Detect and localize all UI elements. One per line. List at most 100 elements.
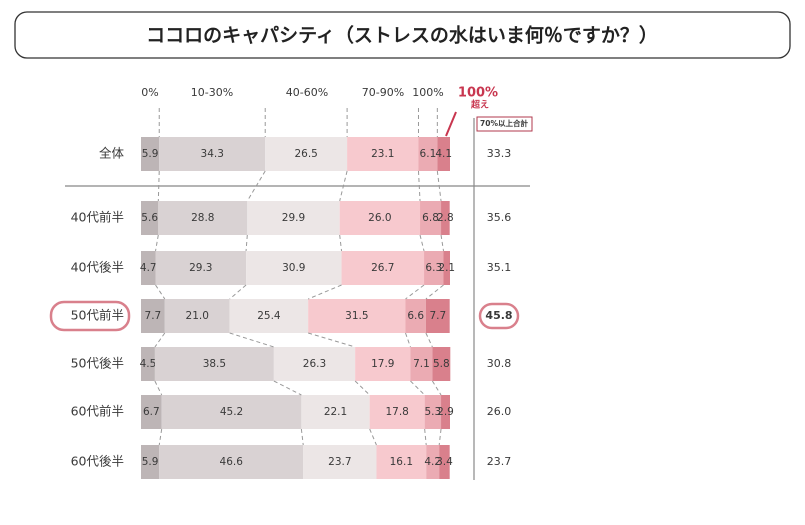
value-label: 26.7 (371, 262, 394, 274)
value-label: 6.8 (422, 212, 439, 224)
total-label: 33.3 (487, 147, 512, 160)
bar-segment (247, 201, 340, 235)
value-label: 21.0 (186, 310, 209, 322)
bar-segment (426, 445, 440, 479)
value-label: 4.7 (140, 262, 157, 274)
value-label: 23.7 (328, 456, 351, 468)
callout-line (445, 111, 457, 137)
category-label: 全体 (99, 146, 125, 161)
connector (436, 170, 442, 202)
value-label: 5.8 (433, 358, 450, 370)
legend-label: 100% (458, 86, 498, 101)
total-label: 26.0 (487, 405, 512, 418)
connector (157, 170, 160, 202)
highlight-box (49, 300, 131, 332)
value-label: 30.9 (282, 262, 305, 274)
bar-segment (420, 201, 442, 235)
bar-segment (141, 299, 165, 333)
value-label: 26.3 (303, 358, 326, 370)
bar-segment (155, 251, 247, 285)
legend-label: 10-30% (191, 86, 233, 99)
connector (229, 332, 275, 348)
legend-label: 100% (412, 86, 443, 99)
value-label: 4.2 (424, 456, 441, 468)
value-label: 38.5 (203, 358, 226, 370)
category-label: 40代前半 (71, 210, 124, 225)
bar-segment (424, 251, 444, 285)
connector (308, 332, 356, 348)
connector (410, 380, 426, 396)
bar-segment (303, 445, 377, 479)
connector (339, 170, 348, 202)
bar-segment (141, 251, 156, 285)
value-label: 5.9 (142, 456, 159, 468)
legend-label: 40-60% (286, 86, 328, 99)
value-label: 6.6 (407, 310, 424, 322)
bar-segment (273, 347, 356, 381)
value-label: 7.7 (429, 310, 446, 322)
connector (246, 170, 266, 202)
bar-segment (341, 251, 425, 285)
totals-header-box (476, 116, 533, 132)
connector (155, 234, 159, 252)
total-label: 30.8 (487, 357, 512, 370)
value-label: 4.1 (435, 148, 452, 160)
connector (307, 284, 342, 300)
value-label: 26.5 (294, 148, 317, 160)
category-label: 50代前半 (71, 308, 124, 323)
legend-sublabel: 超え (470, 99, 489, 111)
bar-segment (432, 347, 451, 381)
bar-segment (376, 445, 427, 479)
category-label: 60代後半 (71, 454, 124, 469)
value-label: 46.6 (220, 456, 244, 468)
bar-segment (424, 395, 442, 429)
bar-segment (141, 395, 162, 429)
connector (369, 428, 377, 446)
bar-segment (441, 201, 450, 235)
value-label: 5.9 (142, 148, 159, 160)
connector (154, 332, 166, 348)
category-label: 40代後半 (71, 260, 124, 275)
category-label: 50代後半 (71, 356, 124, 371)
value-label: 16.1 (390, 456, 413, 468)
value-label: 34.3 (201, 148, 224, 160)
bar-segment (164, 299, 230, 333)
bar-segment (439, 445, 450, 479)
connector (440, 234, 445, 252)
value-label: 17.9 (371, 358, 394, 370)
category-label: 60代前半 (71, 404, 124, 419)
connector (154, 380, 163, 396)
bar-segment (159, 445, 304, 479)
value-label: 6.3 (425, 262, 442, 274)
bar-segment (141, 137, 160, 171)
value-label: 3.4 (436, 456, 453, 468)
connector (229, 284, 247, 300)
value-label: 7.7 (145, 310, 162, 322)
value-label: 23.1 (371, 148, 394, 160)
totals-header: 70%以上合計 (480, 118, 528, 128)
connector (438, 428, 442, 446)
bar-segment (141, 347, 155, 381)
value-label: 2.1 (438, 262, 455, 274)
connector (425, 332, 433, 348)
value-label: 28.8 (191, 212, 214, 224)
bar-segment (355, 347, 411, 381)
value-label: 5.6 (141, 212, 158, 224)
value-label: 5.3 (424, 406, 441, 418)
bar-segment (308, 299, 406, 333)
connector (158, 428, 163, 446)
connector (273, 380, 302, 396)
connector (425, 284, 444, 300)
connector (300, 428, 304, 446)
connector (354, 380, 371, 396)
bar-segment (229, 299, 309, 333)
value-label: 7.1 (413, 358, 430, 370)
legend-label: 0% (141, 86, 158, 99)
bar-segment (141, 445, 160, 479)
bar-segment (425, 299, 450, 333)
bar-segment (405, 299, 426, 333)
bar-segment (443, 251, 450, 285)
legend-label: 70-90% (362, 86, 404, 99)
